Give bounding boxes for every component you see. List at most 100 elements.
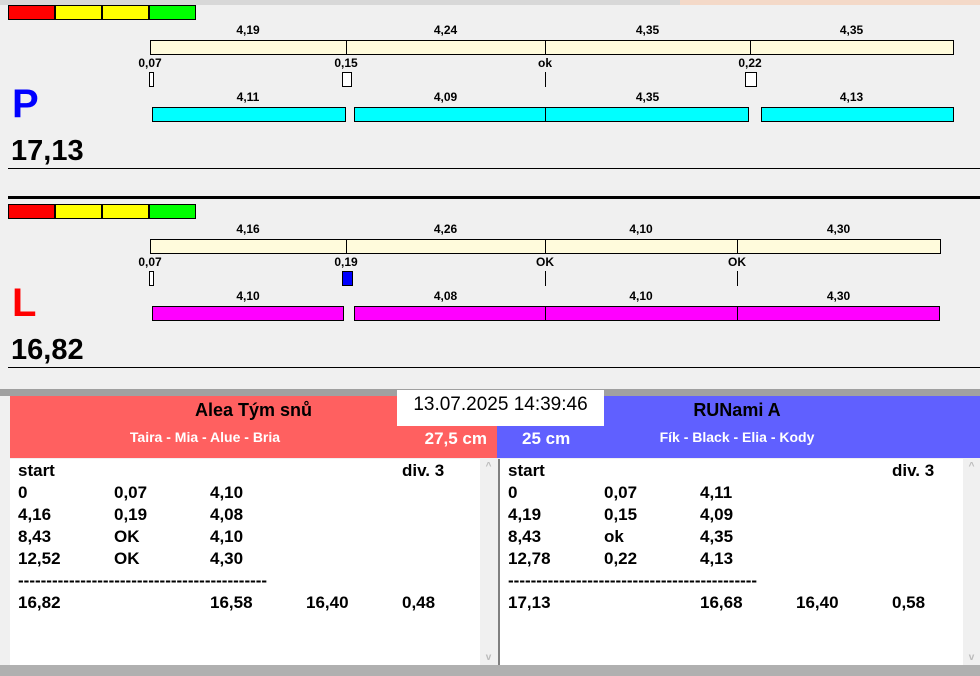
split-time-label: 4,16 <box>236 222 260 236</box>
split-bar-segment <box>750 40 954 55</box>
status-color-block <box>55 204 102 219</box>
list-cell: OK <box>114 549 140 568</box>
run-time-label: 4,30 <box>826 289 851 303</box>
list-cell: 0,19 <box>114 505 148 524</box>
split-time-label: 4,35 <box>635 23 660 37</box>
list-summary-cell: 16,82 <box>18 593 61 612</box>
penalty-marker <box>342 271 353 286</box>
split-time-label: 4,10 <box>629 222 653 236</box>
run-bar-segment <box>152 306 344 321</box>
status-color-block <box>8 204 55 219</box>
list-summary-cell: 16,40 <box>306 593 349 612</box>
status-color-block <box>8 5 55 20</box>
run-bar-segment <box>761 107 954 122</box>
list-cell: 0,07 <box>114 483 148 502</box>
penalty-marker <box>745 72 757 87</box>
lane-total-time: 17,13 <box>11 135 84 167</box>
result-list-left[interactable]: ^ v start div. 3 0 0,07 4,10 4,16 0,19 4,08 8,43 OK… <box>10 459 497 665</box>
run-bar-segment <box>354 306 940 321</box>
status-color-block <box>102 5 149 20</box>
list-cell: 4,13 <box>700 549 734 568</box>
penalty-marker <box>149 271 154 286</box>
lane-baseline <box>8 168 980 169</box>
list-cell: 12,52 <box>18 549 61 568</box>
penalty-label: OK <box>536 255 554 269</box>
status-color-block <box>102 204 149 219</box>
team-members: Taira - Mia - Alue - Bria <box>129 429 281 445</box>
list-cell: 4,16 <box>18 505 52 524</box>
run-bar-divider <box>545 107 546 122</box>
team-height: 25 cm <box>522 429 571 448</box>
list-cell: 4,09 <box>700 505 734 524</box>
penalty-label: ok <box>537 56 553 70</box>
list-cell: OK <box>114 527 140 546</box>
lane-total-time: 16,82 <box>11 334 84 366</box>
split-time-label: 4,35 <box>839 23 864 37</box>
split-bar-segment <box>545 40 751 55</box>
bottom-edge <box>0 665 980 676</box>
list-cell: 4,11 <box>700 483 733 502</box>
status-color-block <box>55 5 102 20</box>
penalty-marker <box>545 271 546 286</box>
penalty-marker <box>737 271 738 286</box>
split-bar-segment <box>346 239 546 254</box>
list-summary-cell: 17,13 <box>508 593 551 612</box>
list-summary-cell: 0,58 <box>892 593 926 612</box>
list-separator: ----------------------------------------… <box>18 571 268 590</box>
list-cell: 4,10 <box>210 483 244 502</box>
run-bar-segment <box>152 107 346 122</box>
split-time-label: 4,19 <box>236 23 260 37</box>
penalty-label: 0,22 <box>738 56 762 70</box>
run-time-label: 4,09 <box>433 90 458 104</box>
result-list-right[interactable]: ^ v start div. 3 0 0,07 4,11 4,19 0,15 4,09 8,43 ok… <box>498 459 980 665</box>
datetime-display: 13.07.2025 14:39:46 <box>397 390 604 426</box>
penalty-marker <box>149 72 154 87</box>
list-cell: 0,15 <box>604 505 638 524</box>
lane-letter: P <box>12 82 39 126</box>
penalty-label: OK <box>728 255 746 269</box>
list-cell: 4,08 <box>210 505 244 524</box>
penalty-label: 0,07 <box>138 255 162 269</box>
lane-baseline <box>8 367 980 368</box>
split-bar-segment <box>150 239 347 254</box>
split-time-label: 4,26 <box>433 222 458 236</box>
top-edge-accent <box>680 0 980 5</box>
list-cell: 0,07 <box>604 483 638 502</box>
list-cell: ok <box>604 527 624 546</box>
list-summary-cell: 16,68 <box>700 593 743 612</box>
run-time-label: 4,35 <box>635 90 660 104</box>
split-bar-segment <box>346 40 546 55</box>
split-bar-segment <box>150 40 347 55</box>
run-time-label: 4,11 <box>236 90 260 104</box>
penalty-label: 0,07 <box>138 56 162 70</box>
penalty-marker <box>342 72 352 87</box>
penalty-label: 0,15 <box>334 56 358 70</box>
team-name: Alea Tým snů <box>194 400 313 420</box>
list-cell: 12,78 <box>508 549 551 568</box>
list-cell: 0 <box>18 483 28 502</box>
run-bar-divider <box>545 306 546 321</box>
list-cell: 4,30 <box>210 549 244 568</box>
list-division-label: div. 3 <box>402 461 445 480</box>
split-bar-segment <box>737 239 941 254</box>
run-time-label: 4,13 <box>839 90 864 104</box>
penalty-label: 0,19 <box>334 255 358 269</box>
scrollbar[interactable]: ^ v <box>963 459 980 665</box>
run-bar-segment <box>354 107 749 122</box>
list-cell: 8,43 <box>508 527 542 546</box>
lane-letter: L <box>12 281 37 325</box>
lane-divider <box>8 196 980 199</box>
list-start-label: start <box>508 461 545 480</box>
list-summary-cell: 16,58 <box>210 593 253 612</box>
list-summary-cell: 0,48 <box>402 593 436 612</box>
scrollbar[interactable]: ^ v <box>480 459 497 665</box>
split-time-label: 4,24 <box>433 23 458 37</box>
list-division-label: div. 3 <box>892 461 935 480</box>
team-name: RUNami A <box>693 400 781 420</box>
top-edge <box>0 0 980 5</box>
team-height: 27,5 cm <box>424 429 487 448</box>
list-cell: 4,35 <box>700 527 734 546</box>
list-separator: ----------------------------------------… <box>508 571 758 590</box>
run-bar-divider <box>737 306 738 321</box>
penalty-marker <box>545 72 546 87</box>
